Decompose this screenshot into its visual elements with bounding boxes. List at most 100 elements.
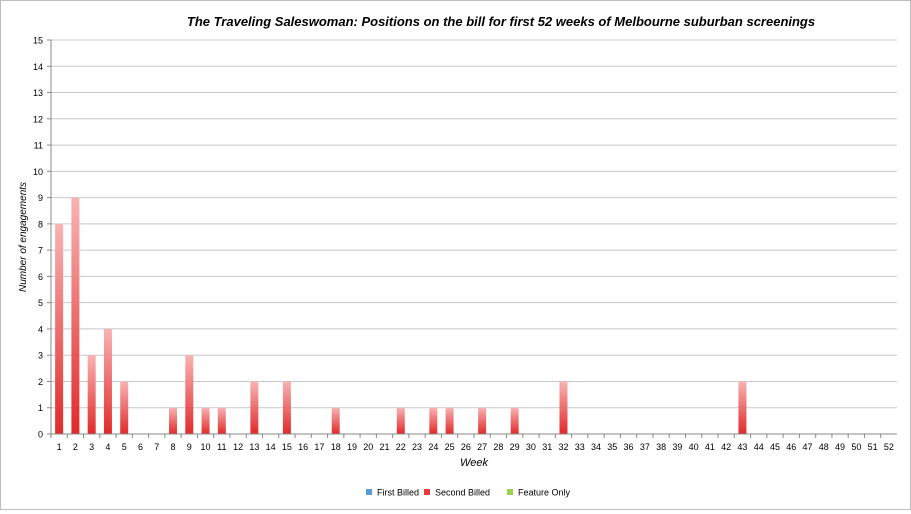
x-tick-label: 16 xyxy=(298,442,308,452)
legend-label: Feature Only xyxy=(518,488,571,498)
x-tick-label: 45 xyxy=(770,442,780,452)
x-tick-label: 51 xyxy=(868,442,878,452)
bar-second-billed-week-24 xyxy=(429,407,438,434)
bar-second-billed-week-3 xyxy=(87,355,96,434)
y-tick-label: 3 xyxy=(38,351,43,361)
legend-label: First Billed xyxy=(377,488,419,498)
chart-title: The Traveling Saleswoman: Positions on t… xyxy=(187,14,815,29)
x-tick-label: 43 xyxy=(737,442,747,452)
x-tick-label: 49 xyxy=(835,442,845,452)
x-tick-label: 10 xyxy=(201,442,211,452)
x-tick-label: 33 xyxy=(575,442,585,452)
x-tick-label: 13 xyxy=(249,442,259,452)
x-tick-label: 27 xyxy=(477,442,487,452)
x-tick-label: 20 xyxy=(363,442,373,452)
bar-second-billed-week-9 xyxy=(185,355,194,434)
x-tick-label: 19 xyxy=(347,442,357,452)
legend: First Billed Second Billed Feature Only xyxy=(366,488,571,498)
y-tick-label: 11 xyxy=(34,141,43,151)
x-tick-label: 18 xyxy=(331,442,341,452)
x-tick-label: 22 xyxy=(396,442,406,452)
legend-swatch xyxy=(424,489,430,495)
bar-second-billed-week-27 xyxy=(478,407,487,434)
x-tick-label: 4 xyxy=(105,442,110,452)
x-tick-label: 32 xyxy=(558,442,568,452)
x-tick-label: 31 xyxy=(542,442,552,452)
x-tick-label: 40 xyxy=(689,442,699,452)
x-tick-label: 29 xyxy=(510,442,520,452)
x-tick-labels: 1 2 3 4 5 6 7 8 9 10 11 12 13 14 15 16 17 18 19 20 21 22 23 24 2… xyxy=(57,442,894,452)
x-tick-label: 34 xyxy=(591,442,601,452)
x-tick-label: 6 xyxy=(138,442,143,452)
bar-second-billed-week-32 xyxy=(559,381,568,434)
x-tick-label: 11 xyxy=(217,442,226,452)
x-tick-label: 21 xyxy=(380,442,390,452)
y-tick-label: 12 xyxy=(33,114,43,124)
y-tick-label: 9 xyxy=(38,193,43,203)
x-tick-label: 46 xyxy=(786,442,796,452)
y-tick-label: 2 xyxy=(38,377,43,387)
x-tick-label: 52 xyxy=(884,442,894,452)
y-tick-label: 0 xyxy=(38,430,43,440)
legend-swatch xyxy=(366,489,372,495)
x-tick-label: 8 xyxy=(171,442,176,452)
x-tick-label: 39 xyxy=(672,442,682,452)
bar-second-billed-week-15 xyxy=(282,381,291,434)
x-tick-label: 5 xyxy=(122,442,127,452)
x-tick-label: 41 xyxy=(705,442,715,452)
y-tick-label: 6 xyxy=(38,272,43,282)
bar-second-billed-week-5 xyxy=(120,381,129,434)
x-tick-label: 9 xyxy=(187,442,192,452)
x-tick-label: 25 xyxy=(445,442,455,452)
bar-second-billed-week-43 xyxy=(738,381,747,434)
x-tick-label: 36 xyxy=(624,442,634,452)
y-tick-label: 7 xyxy=(38,246,43,256)
y-tick-label: 15 xyxy=(33,36,43,46)
x-tick-label: 42 xyxy=(721,442,731,452)
x-tick-label: 1 xyxy=(57,442,62,452)
y-tick-label: 1 xyxy=(38,403,43,413)
bar-second-billed-week-1 xyxy=(55,223,64,434)
y-tick-label: 10 xyxy=(33,167,43,177)
x-tick-label: 50 xyxy=(851,442,861,452)
x-tick-label: 23 xyxy=(412,442,422,452)
x-tick-label: 15 xyxy=(282,442,292,452)
x-tick-label: 12 xyxy=(233,442,243,452)
bar-second-billed-week-25 xyxy=(445,407,454,434)
bar-second-billed-week-8 xyxy=(169,407,178,434)
x-tick-label: 14 xyxy=(266,442,276,452)
x-tick-label: 28 xyxy=(493,442,503,452)
bar-second-billed-week-4 xyxy=(103,328,112,434)
legend-swatch xyxy=(507,489,513,495)
y-tick-label: 4 xyxy=(38,324,43,334)
bar-second-billed-week-10 xyxy=(201,407,210,434)
x-tick-label: 26 xyxy=(461,442,471,452)
bar-second-billed-week-13 xyxy=(250,381,259,434)
x-tick-label: 7 xyxy=(154,442,159,452)
x-tick-label: 24 xyxy=(428,442,438,452)
legend-label: Second Billed xyxy=(435,488,490,498)
x-tick-label: 35 xyxy=(607,442,617,452)
x-tick-label: 47 xyxy=(803,442,813,452)
x-axis-label: Week xyxy=(460,457,488,469)
bar-second-billed-week-11 xyxy=(217,407,226,434)
axes xyxy=(47,39,897,438)
x-tick-label: 30 xyxy=(526,442,536,452)
bar-second-billed-week-2 xyxy=(71,197,80,434)
bars xyxy=(55,197,747,434)
x-tick-label: 44 xyxy=(754,442,764,452)
grid xyxy=(51,39,897,409)
bar-second-billed-week-29 xyxy=(510,407,519,434)
y-tick-label: 13 xyxy=(33,88,43,98)
bar-second-billed-week-18 xyxy=(331,407,340,434)
y-axis-label: Number of engagements xyxy=(18,182,29,292)
x-tick-label: 38 xyxy=(656,442,666,452)
x-tick-label: 2 xyxy=(73,442,78,452)
y-tick-label: 14 xyxy=(33,62,43,72)
x-tick-label: 48 xyxy=(819,442,829,452)
y-tick-label: 5 xyxy=(38,298,43,308)
x-tick-label: 17 xyxy=(314,442,324,452)
